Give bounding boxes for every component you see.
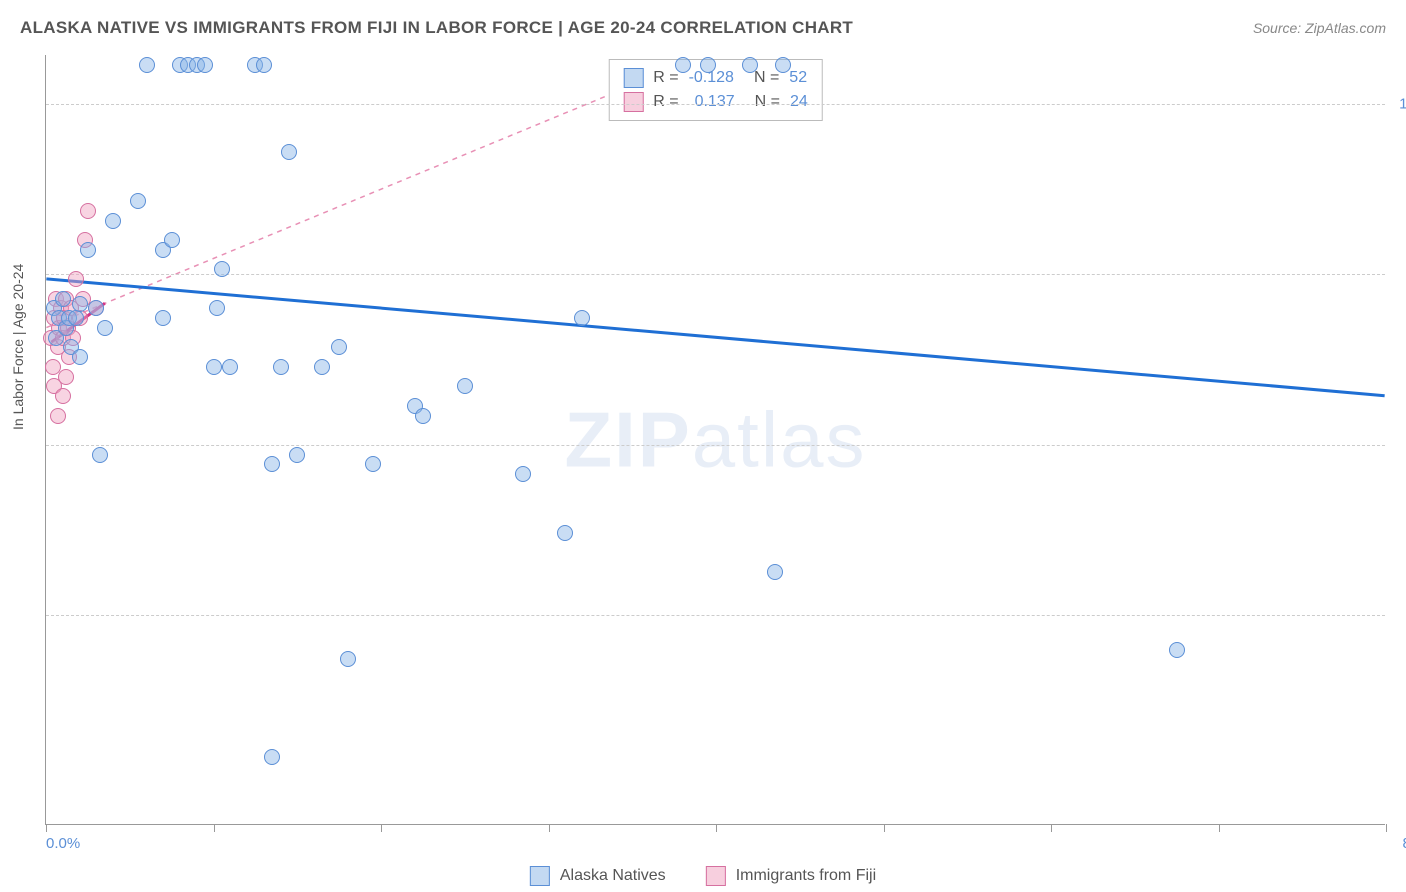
data-point <box>55 388 71 404</box>
x-tick <box>1051 824 1052 832</box>
swatch-blue <box>623 68 643 88</box>
data-point <box>415 408 431 424</box>
data-point <box>256 57 272 73</box>
data-point <box>68 271 84 287</box>
gridline <box>46 615 1385 616</box>
data-point <box>222 359 238 375</box>
y-axis-label: In Labor Force | Age 20-24 <box>10 264 26 430</box>
watermark: ZIPatlas <box>564 394 866 485</box>
data-point <box>557 525 573 541</box>
x-tick <box>549 824 550 832</box>
data-point <box>58 369 74 385</box>
data-point <box>767 564 783 580</box>
data-point <box>331 339 347 355</box>
data-point <box>197 57 213 73</box>
x-tick <box>46 824 47 832</box>
legend-label: Alaska Natives <box>560 867 666 885</box>
x-tick <box>884 824 885 832</box>
x-tick <box>716 824 717 832</box>
x-tick <box>1219 824 1220 832</box>
data-point <box>139 57 155 73</box>
data-point <box>214 261 230 277</box>
gridline <box>46 274 1385 275</box>
swatch-pink <box>706 866 726 886</box>
data-point <box>742 57 758 73</box>
chart-header: ALASKA NATIVE VS IMMIGRANTS FROM FIJI IN… <box>20 18 1386 38</box>
data-point <box>50 408 66 424</box>
data-point <box>105 213 121 229</box>
gridline <box>46 104 1385 105</box>
data-point <box>97 320 113 336</box>
data-point <box>80 242 96 258</box>
data-point <box>92 447 108 463</box>
scatter-plot-area: ZIPatlas R = -0.128 N = 52 R = 0.137 N =… <box>45 55 1385 825</box>
data-point <box>206 359 222 375</box>
data-point <box>55 291 71 307</box>
data-point <box>1169 642 1185 658</box>
data-point <box>457 378 473 394</box>
stats-row-pink: R = 0.137 N = 24 <box>623 90 808 114</box>
data-point <box>700 57 716 73</box>
data-point <box>88 300 104 316</box>
trend-lines <box>46 55 1385 824</box>
data-point <box>574 310 590 326</box>
y-tick-label: 100.0% <box>1399 95 1406 112</box>
legend-item-pink: Immigrants from Fiji <box>706 866 876 886</box>
data-point <box>273 359 289 375</box>
bottom-legend: Alaska Natives Immigrants from Fiji <box>530 866 876 886</box>
x-tick-label: 80.0% <box>1402 835 1406 852</box>
data-point <box>130 193 146 209</box>
data-point <box>72 349 88 365</box>
data-point <box>209 300 225 316</box>
data-point <box>80 203 96 219</box>
legend-item-blue: Alaska Natives <box>530 866 666 886</box>
data-point <box>775 57 791 73</box>
x-tick <box>1386 824 1387 832</box>
data-point <box>72 296 88 312</box>
data-point <box>365 456 381 472</box>
data-point <box>164 232 180 248</box>
x-tick <box>214 824 215 832</box>
data-point <box>314 359 330 375</box>
data-point <box>264 749 280 765</box>
data-point <box>340 651 356 667</box>
data-point <box>675 57 691 73</box>
swatch-pink <box>623 92 643 112</box>
source-attribution: Source: ZipAtlas.com <box>1253 20 1386 36</box>
data-point <box>68 310 84 326</box>
correlation-stats-box: R = -0.128 N = 52 R = 0.137 N = 24 <box>608 59 823 121</box>
data-point <box>281 144 297 160</box>
gridline <box>46 445 1385 446</box>
swatch-blue <box>530 866 550 886</box>
legend-label: Immigrants from Fiji <box>736 867 876 885</box>
data-point <box>515 466 531 482</box>
data-point <box>155 310 171 326</box>
x-tick <box>381 824 382 832</box>
data-point <box>289 447 305 463</box>
data-point <box>264 456 280 472</box>
x-tick-label: 0.0% <box>46 835 80 852</box>
chart-title: ALASKA NATIVE VS IMMIGRANTS FROM FIJI IN… <box>20 18 853 38</box>
